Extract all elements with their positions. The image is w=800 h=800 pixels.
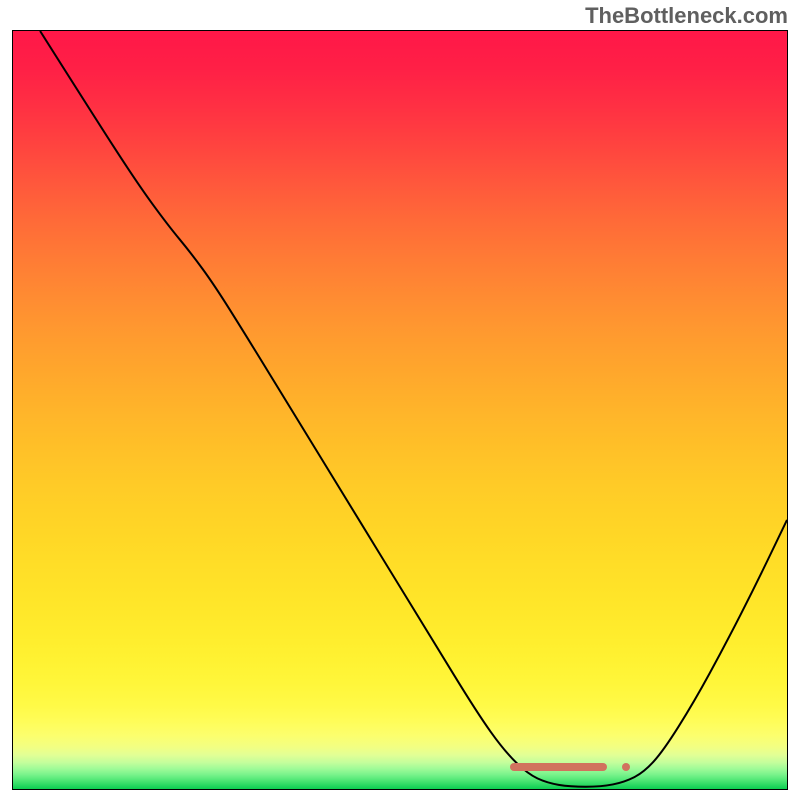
- chart-plot-area: [12, 30, 788, 790]
- attribution-text: TheBottleneck.com: [585, 3, 788, 29]
- optimal-range-marker-dot: [622, 763, 630, 771]
- optimal-range-marker: [510, 763, 607, 771]
- bottleneck-curve: [13, 31, 787, 789]
